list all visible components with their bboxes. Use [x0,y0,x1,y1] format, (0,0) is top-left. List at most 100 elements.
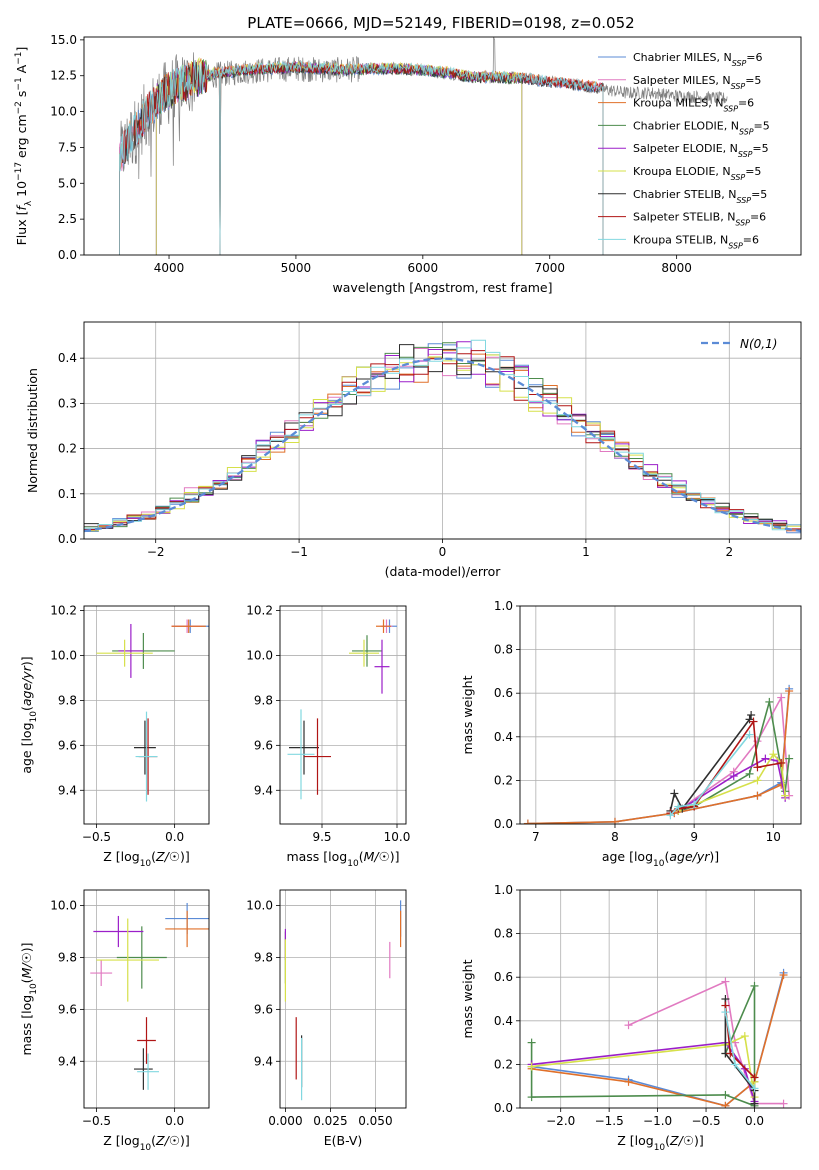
x-tick-label: 8 [611,830,619,844]
y-tick-label: 0.2 [494,1057,513,1071]
x-tick-label: −1.5 [595,1114,624,1128]
y-tick-label: 0.3 [58,396,77,410]
y-tick-label: 1.0 [494,599,513,613]
figure-title: PLATE=0666, MJD=52149, FIBERID=0198, z=0… [247,14,634,32]
x-tick-label: 0.0 [165,1114,184,1128]
x-axis-label: Z [log10(Z/☉)] [103,1133,190,1153]
model-spectrum-line [155,60,523,255]
plot-frame [519,605,802,825]
y-tick-label: 10.2 [246,603,273,617]
x-tick-label: −2 [147,545,165,559]
y-axis-label: mass weight [460,675,475,754]
legend-label: Kroupa STELIB, NSSP=6 [633,233,759,250]
y-axis-label: age [log10(age/yr)] [19,656,39,773]
y-tick-label: 0.0 [58,248,77,262]
x-tick-label: 2 [725,545,733,559]
weight-lines [527,968,788,1108]
legend-label: Kroupa ELODIE, NSSP=5 [633,165,761,182]
residuals-panel: −2 −1 0 1 2 0.0 0.1 0.2 0.3 0.4 (data-model)/error… [25,321,802,579]
weight-line [527,690,790,824]
y-axis-label: mass [log10(M/☉)] [19,942,39,1055]
x-tick-label: 0.0 [165,830,184,844]
histograms [84,339,801,539]
x-axis-label: wavelength [Angstrom, rest frame] [332,280,552,295]
legend-label: Salpeter STELIB, NSSP=6 [633,211,766,228]
y-tick-label: 9.4 [254,1054,273,1068]
y-tick-label: 9.4 [58,783,77,797]
y-tick-label: 0.0 [494,817,513,831]
y-tick-label: 9.8 [58,693,77,707]
x-tick-label: 8000 [661,261,692,275]
x-axis-label: mass [log10(M/☉)] [286,849,399,869]
x-tick-label: 6000 [408,261,439,275]
legend-label: Salpeter MILES, NSSP=5 [633,74,761,91]
plot-frame [83,321,802,540]
legend-label: Salpeter ELODIE, NSSP=5 [633,142,769,159]
gaussian-curve [84,357,801,533]
x-tick-label: 0.050 [358,1114,392,1128]
plot-frame [83,605,210,825]
y-tick-label: 9.4 [254,783,273,797]
y-tick-label: 0.2 [494,773,513,787]
x-tick-label: 0.0 [745,1114,764,1128]
y-tick-label: 0.4 [58,351,77,365]
error-bars [284,900,402,1101]
y-tick-label: 0.6 [494,970,513,984]
error-bars [287,619,397,800]
y-tick-label: 10.0 [50,899,77,913]
y-tick-label: 9.6 [58,738,77,752]
y-tick-label: 9.4 [58,1054,77,1068]
plot-frame [83,889,210,1109]
x-tick-label: 7000 [534,261,565,275]
x-axis-label: (data-model)/error [385,564,502,579]
x-tick-label: 1 [582,545,590,559]
plot-frame [279,605,407,825]
spectrum-legend: Chabrier MILES, NSSP=6 Salpeter MILES, NS… [598,51,770,250]
y-tick-label: 9.8 [254,693,273,707]
y-tick-label: 10.0 [50,648,77,662]
x-tick-label: 0.000 [268,1114,302,1128]
weight-line [669,734,751,816]
x-tick-label: −0.5 [691,1114,720,1128]
x-axis-label: age [log10(age/yr)] [602,849,719,869]
y-tick-label: 0.8 [494,643,513,657]
weight-line [724,999,756,1104]
plot-frame [83,36,802,256]
y-axis-label: mass weight [460,959,475,1038]
y-tick-label: 9.6 [254,738,273,752]
x-axis-label: Z [log10(Z/☉)] [617,1133,704,1153]
x-tick-label: 0 [439,545,447,559]
histogram-step [84,344,801,539]
y-tick-label: 7.5 [58,140,77,154]
y-tick-label: 5.0 [58,176,77,190]
x-tick-label: −1.0 [643,1114,672,1128]
mass-vs-Z-panel: −0.5 0.0 9.4 9.6 9.8 10.0 Z [log10(Z/☉)] mass [… [19,889,210,1153]
legend-label: Chabrier MILES, NSSP=6 [633,51,763,68]
spectrum-panel: 4000 5000 6000 7000 8000 0.0 2.5 5.0 7.5 10.0 12.5… [14,33,802,295]
x-tick-label: 10.0 [384,830,411,844]
weight-line [531,1034,756,1098]
weight-lines [523,684,794,824]
x-tick-label: 9.5 [312,830,331,844]
x-tick-label: −0.5 [82,1114,111,1128]
x-axis-label: E(B-V) [324,1133,363,1148]
x-tick-label: −1 [290,545,308,559]
y-tick-label: 9.6 [58,1002,77,1016]
weight-line [670,719,782,814]
weight-line [531,1041,756,1102]
y-tick-label: 0.8 [494,927,513,941]
age-vs-Z-panel: −0.5 0.0 9.4 9.6 9.8 10.0 10.2 Z [log10(Z/☉)] ag… [19,603,210,869]
error-bars [96,619,209,802]
plot-frame [279,889,407,1109]
legend-label: Chabrier STELIB, NSSP=5 [633,188,767,205]
spectrum-lines [119,37,728,255]
x-tick-label: 9 [690,830,698,844]
x-tick-label: 10 [766,830,781,844]
model-spectrum-line [155,56,523,255]
plot-frame [519,889,802,1109]
y-tick-label: 10.2 [50,603,77,617]
y-axis-label: Flux [fλ 10−17 erg cm−2 s−1 A−1] [14,47,34,246]
y-tick-label: 0.0 [58,532,77,546]
histogram-step [84,339,801,539]
